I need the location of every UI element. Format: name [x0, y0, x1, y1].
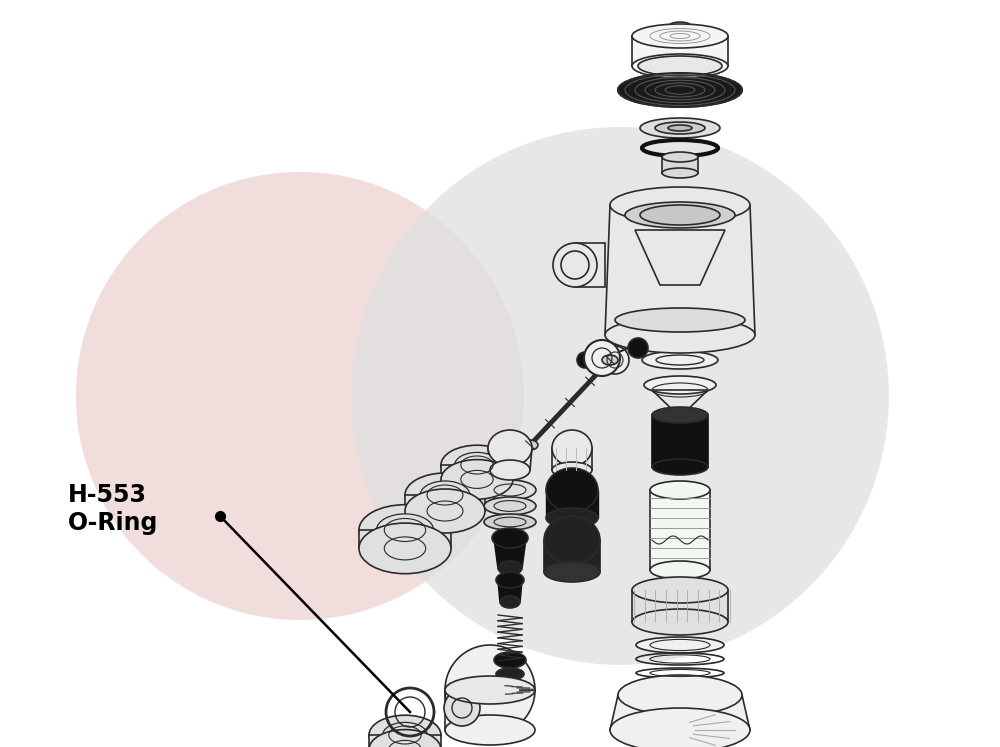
Ellipse shape: [644, 376, 716, 394]
Polygon shape: [632, 36, 728, 66]
Ellipse shape: [494, 652, 526, 668]
Ellipse shape: [484, 514, 536, 530]
Ellipse shape: [496, 572, 524, 588]
Ellipse shape: [445, 676, 535, 704]
Ellipse shape: [636, 637, 724, 653]
Polygon shape: [445, 690, 510, 730]
Ellipse shape: [577, 352, 593, 368]
Ellipse shape: [602, 355, 618, 365]
Ellipse shape: [359, 523, 451, 574]
Polygon shape: [632, 590, 728, 622]
Ellipse shape: [632, 54, 728, 78]
Polygon shape: [488, 448, 532, 470]
Ellipse shape: [640, 118, 720, 138]
Polygon shape: [650, 490, 710, 570]
Ellipse shape: [359, 505, 451, 555]
Polygon shape: [544, 540, 600, 572]
Ellipse shape: [488, 430, 532, 466]
Ellipse shape: [500, 596, 520, 608]
Polygon shape: [498, 580, 522, 602]
Ellipse shape: [405, 489, 485, 533]
Ellipse shape: [652, 407, 708, 423]
Ellipse shape: [625, 202, 735, 228]
Ellipse shape: [642, 351, 718, 369]
Ellipse shape: [662, 152, 698, 162]
Ellipse shape: [668, 125, 692, 131]
Ellipse shape: [601, 346, 629, 374]
Ellipse shape: [632, 609, 728, 635]
Polygon shape: [652, 415, 708, 467]
Circle shape: [76, 172, 524, 620]
Ellipse shape: [498, 561, 522, 575]
Ellipse shape: [615, 308, 745, 332]
Polygon shape: [575, 243, 605, 287]
Ellipse shape: [544, 562, 600, 582]
Ellipse shape: [640, 205, 720, 225]
Ellipse shape: [490, 460, 530, 480]
Polygon shape: [496, 660, 524, 674]
Ellipse shape: [496, 668, 524, 680]
Polygon shape: [662, 157, 698, 173]
Text: O-Ring: O-Ring: [68, 511, 158, 535]
Ellipse shape: [441, 445, 513, 485]
Ellipse shape: [383, 722, 427, 747]
Text: H-553: H-553: [68, 483, 147, 507]
Ellipse shape: [441, 459, 513, 499]
Ellipse shape: [552, 430, 592, 466]
Polygon shape: [610, 695, 750, 730]
Ellipse shape: [376, 514, 434, 546]
Ellipse shape: [455, 453, 499, 477]
Ellipse shape: [546, 508, 598, 528]
Ellipse shape: [638, 56, 722, 76]
Ellipse shape: [445, 645, 535, 735]
Ellipse shape: [610, 187, 750, 223]
Ellipse shape: [652, 459, 708, 475]
Ellipse shape: [650, 561, 710, 579]
Ellipse shape: [610, 708, 750, 747]
Ellipse shape: [369, 715, 441, 747]
Ellipse shape: [546, 468, 598, 512]
Polygon shape: [369, 735, 441, 747]
Ellipse shape: [632, 577, 728, 603]
Ellipse shape: [522, 440, 538, 450]
Polygon shape: [441, 465, 513, 480]
Polygon shape: [552, 448, 592, 470]
Ellipse shape: [553, 243, 597, 287]
Circle shape: [351, 127, 889, 665]
Ellipse shape: [605, 317, 755, 353]
Ellipse shape: [405, 473, 485, 517]
Polygon shape: [605, 205, 755, 335]
Ellipse shape: [632, 24, 728, 48]
Ellipse shape: [628, 338, 648, 358]
Ellipse shape: [544, 516, 600, 564]
Ellipse shape: [584, 340, 620, 376]
Ellipse shape: [618, 675, 742, 715]
Ellipse shape: [492, 528, 528, 548]
Ellipse shape: [650, 481, 710, 499]
Ellipse shape: [484, 480, 536, 500]
Ellipse shape: [662, 168, 698, 178]
Polygon shape: [546, 490, 598, 518]
Ellipse shape: [552, 462, 592, 478]
Polygon shape: [405, 495, 485, 511]
Ellipse shape: [445, 715, 535, 745]
Ellipse shape: [444, 690, 480, 726]
Ellipse shape: [667, 22, 693, 34]
Polygon shape: [494, 538, 526, 568]
Ellipse shape: [655, 122, 705, 134]
Polygon shape: [359, 530, 451, 548]
Ellipse shape: [618, 73, 742, 107]
Ellipse shape: [369, 730, 441, 747]
Ellipse shape: [420, 481, 470, 509]
Ellipse shape: [484, 497, 536, 515]
